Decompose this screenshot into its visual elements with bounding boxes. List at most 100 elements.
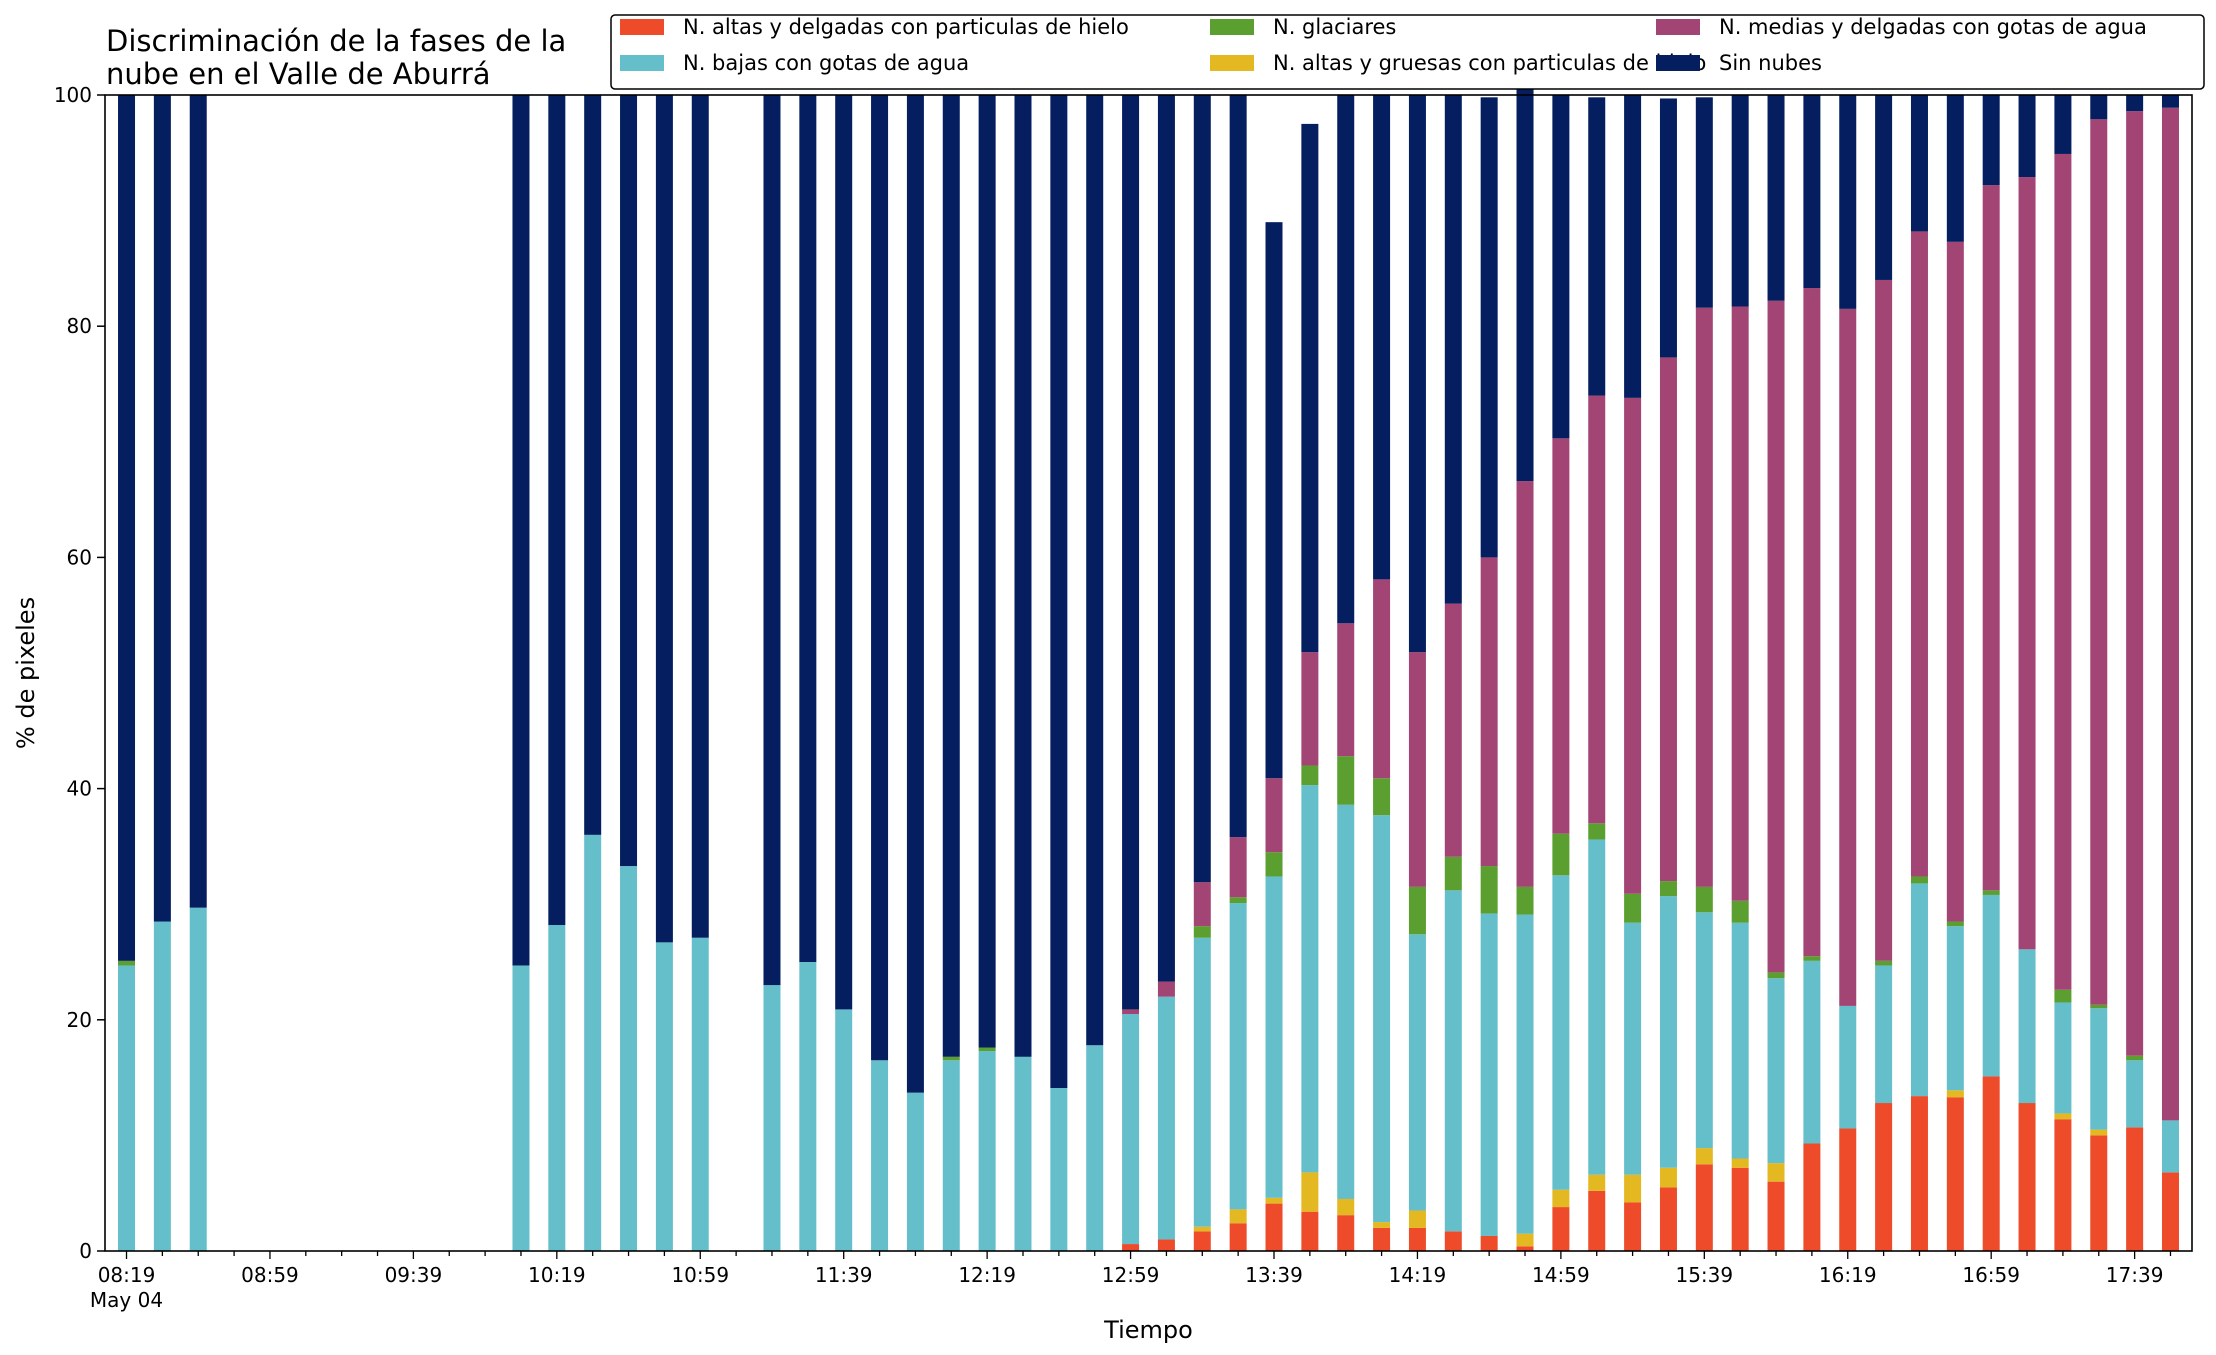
bar-segment [1122,1014,1140,1245]
bar-segment [1014,1056,1032,1251]
legend-label: N. medias y delgadas con gotas de agua [1719,15,2147,39]
x-tick-label: 08:59 [241,1263,299,1287]
bar-segment [1767,972,1785,979]
legend-swatch [1210,19,1254,35]
y-tick-label: 0 [79,1239,92,1263]
bar-segment [1659,357,1677,882]
bar-segment [1552,1207,1570,1251]
bar-segment [620,95,638,867]
bar-segment [1946,1090,1964,1098]
bar-segment [1444,856,1462,891]
bar-segment [1086,95,1104,1046]
bar-segment [1373,579,1391,779]
bar-segment [1408,95,1426,653]
legend-swatch [620,19,664,35]
bar-segment [1946,921,1964,927]
bar-segment [1444,603,1462,857]
bar-segment [118,960,136,966]
bar-segment [1875,960,1893,966]
x-tick-label: 12:19 [958,1263,1016,1287]
bar-segment [763,95,781,986]
bar-segment [1839,95,1857,309]
bar-segment [2161,1172,2179,1251]
bar-segment [1946,241,1964,922]
legend-label: N. glaciares [1273,15,1396,39]
bar-segment [153,95,171,922]
plot-area [104,67,2193,1252]
bar-segment [942,95,960,1057]
legend-item: N. glaciares [1210,15,1396,39]
bar-segment [942,1060,960,1251]
bar-segment [1659,1167,1677,1188]
bar-segment [1337,1215,1355,1251]
legend-item: N. medias y delgadas con gotas de agua [1656,15,2147,39]
bar-segment [1229,95,1247,838]
bar-segment [942,1056,960,1061]
bar-segment [1193,926,1211,938]
bar-segment [978,95,996,1048]
bar-segment [1946,95,1964,242]
legend-item: N. bajas con gotas de agua [620,51,969,75]
bar-segment [1480,866,1498,914]
legend: N. altas y delgadas con particulas de hi… [610,14,2205,90]
bar-segment [1408,652,1426,887]
bar-segment [1229,1223,1247,1251]
bar-segment [1301,765,1319,786]
bar-segment [1408,934,1426,1211]
bar-segment [1444,95,1462,604]
bar-segment [2018,1103,2036,1251]
bar-segment [1552,438,1570,834]
bar-segment [2161,107,2179,1121]
bar-segment [1337,1198,1355,1216]
bar-segment [799,95,817,962]
bar-segment [1193,1231,1211,1251]
bar-segment [189,907,207,1251]
bar-segment [1588,839,1606,1175]
x-tick-date-label: May 04 [90,1288,163,1312]
bar-segment [1480,557,1498,867]
legend-label: N. altas y delgadas con particulas de hi… [683,15,1129,39]
bar-segment [1767,300,1785,973]
legend-item: N. altas y gruesas con particulas de hie… [1210,51,1706,75]
bar-segment [1157,1239,1175,1251]
bar-segment [835,1009,853,1251]
bar-segment [1301,123,1319,653]
bar-segment [1695,97,1713,308]
bar-segment [1552,875,1570,1190]
x-axis-label: Tiempo [1103,1316,1193,1344]
legend-swatch [1656,55,1700,71]
bar-segment [1480,913,1498,1236]
bar-segment [1516,481,1534,887]
bar-segment [1229,837,1247,898]
y-tick-label: 80 [67,314,92,338]
bar-segment [1910,231,1928,877]
bar-segment [1767,95,1785,301]
bar-segment [1624,922,1642,1175]
bar-segment [1875,279,1893,961]
bar-segment [1516,914,1534,1234]
bar-segment [2126,95,2144,112]
bar-segment [763,985,781,1251]
bar-segment [1265,222,1283,779]
bar-segment [906,95,924,1093]
bar-segment [153,921,171,1251]
bar-series-group [118,67,2179,1251]
bar-segment [1695,912,1713,1149]
bar-segment [1588,395,1606,824]
bar-segment [1767,1181,1785,1251]
bar-segment [1659,896,1677,1168]
bar-segment [1301,785,1319,1173]
bar-segment [1839,1005,1857,1129]
bar-segment [1373,815,1391,1223]
bar-segment [2126,1055,2144,1061]
bar-segment [2018,95,2036,178]
chart-title: Discriminación de la fases de la nube en… [106,24,566,91]
bar-segment [1552,833,1570,876]
bar-segment [2090,1008,2108,1130]
bar-segment [1050,95,1068,1088]
bar-segment [1910,883,1928,1097]
bar-segment [2054,95,2072,154]
bar-segment [1731,95,1749,307]
legend-item: Sin nubes [1656,51,1822,75]
